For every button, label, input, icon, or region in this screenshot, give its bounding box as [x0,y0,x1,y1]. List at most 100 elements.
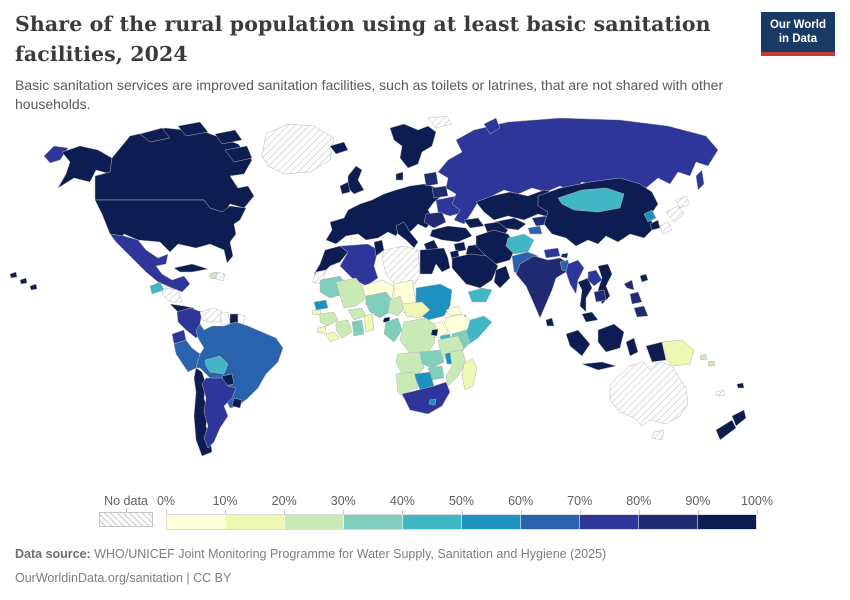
legend-bin-swatch[interactable] [285,515,344,529]
country-north-korea[interactable] [643,209,657,223]
country-iran[interactable] [475,229,517,265]
legend-bin-swatch[interactable] [521,515,580,529]
country-dr-congo[interactable] [399,317,437,357]
country-gabon-congo[interactable] [383,317,403,343]
country-egypt[interactable] [419,247,451,275]
country-ghana[interactable] [351,319,365,337]
country-south-korea[interactable] [649,219,661,231]
country-baltics[interactable] [423,171,439,187]
country-lesotho[interactable] [428,398,437,406]
country-australia-tasmania[interactable] [651,429,665,441]
country-new-caledonia[interactable] [715,389,726,397]
country-cuba[interactable] [173,263,209,273]
country-cameroon[interactable] [387,295,405,317]
country-mexico[interactable] [109,233,191,293]
country-canada-island[interactable] [224,145,253,163]
country-rwanda-burundi[interactable] [430,328,439,337]
country-indonesia-sumatra[interactable] [565,329,591,357]
country-japan[interactable] [675,195,691,209]
legend-bin-swatch[interactable] [462,515,521,529]
country-papua-new-guinea[interactable] [661,339,695,367]
country-usa-hawaii[interactable] [29,283,38,291]
country-central-african-republic[interactable] [401,301,431,319]
country-taiwan[interactable] [639,273,649,283]
country-belarus[interactable] [431,185,449,199]
country-canada-island[interactable] [214,129,243,145]
country-guinea[interactable] [319,311,339,327]
country-solomon-islands[interactable] [699,353,708,361]
legend-bin-swatch[interactable] [639,515,698,529]
country-russia-novaya-zemlya[interactable] [483,117,501,135]
country-svalbard[interactable] [427,115,453,129]
country-senegal[interactable] [313,299,329,311]
country-togo-benin[interactable] [363,313,375,333]
country-syria[interactable] [453,241,467,253]
country-argentina[interactable] [201,377,237,449]
country-mongolia[interactable] [557,187,625,213]
country-yemen[interactable] [467,287,493,303]
country-guinea-bissau[interactable] [311,309,322,316]
country-greenland[interactable] [261,123,335,175]
country-zambia[interactable] [419,349,445,369]
legend-no-data[interactable]: No data [99,494,153,527]
country-ireland[interactable] [339,181,351,195]
country-caucasus[interactable] [463,217,485,229]
country-japan[interactable] [659,221,673,235]
country-nepal[interactable] [543,247,561,259]
country-indonesia-java[interactable] [581,361,617,371]
country-mozambique[interactable] [445,349,467,387]
country-new-zealand[interactable] [731,409,747,427]
country-french-guiana[interactable] [237,313,246,325]
country-burkina-faso[interactable] [347,307,367,321]
country-libya[interactable] [381,245,421,287]
country-india[interactable] [515,255,571,319]
country-morocco[interactable] [313,245,349,275]
country-guyana[interactable] [219,311,231,325]
country-bhutan[interactable] [560,252,569,259]
country-uruguay[interactable] [231,397,243,409]
country-tunisia[interactable] [373,239,385,257]
country-iceland[interactable] [329,141,349,155]
country-saudi-arabia[interactable] [451,253,499,289]
country-bolivia[interactable] [204,355,229,375]
country-usa-hawaii[interactable] [19,277,28,285]
country-fiji[interactable] [736,382,745,389]
legend-bin-swatch[interactable] [226,515,285,529]
country-italy[interactable] [395,221,419,249]
country-canada-island[interactable] [177,121,209,137]
country-turkey[interactable] [429,225,473,243]
country-nigeria[interactable] [365,291,393,319]
country-tajikistan[interactable] [527,225,543,235]
country-japan[interactable] [665,205,685,223]
legend-bin-swatch[interactable] [698,515,756,529]
country-myanmar[interactable] [565,259,585,295]
legend-no-data-swatch[interactable] [99,512,153,527]
country-mali[interactable] [335,277,367,309]
country-indonesia-borneo[interactable] [597,323,625,353]
legend-bin-swatch[interactable] [403,515,462,529]
country-venezuela[interactable] [199,307,223,323]
country-liberia[interactable] [325,331,341,343]
country-philippines[interactable] [633,305,649,318]
country-south-africa[interactable] [401,381,451,415]
country-indonesia-sulawesi[interactable] [625,337,639,357]
owid-logo[interactable]: Our World in Data [760,12,835,56]
country-dominican-republic[interactable] [215,271,226,282]
country-thailand[interactable] [577,277,593,313]
country-oman[interactable] [493,265,511,289]
country-united-kingdom[interactable] [347,165,365,195]
country-namibia[interactable] [395,371,419,401]
country-russia-sakhalin[interactable] [695,169,705,191]
country-cambodia[interactable] [593,289,607,303]
country-philippines[interactable] [623,279,635,291]
country-malaysia[interactable] [581,311,599,323]
country-sri-lanka[interactable] [545,317,555,327]
country-new-zealand[interactable] [715,419,737,441]
country-usa[interactable] [94,199,247,264]
country-romania-bulgaria[interactable] [423,211,447,229]
country-brazil[interactable] [195,321,284,409]
legend-bin-swatch[interactable] [344,515,403,529]
country-sierra-leone[interactable] [316,325,327,335]
country-denmark[interactable] [395,171,404,181]
country-algeria[interactable] [339,243,379,287]
